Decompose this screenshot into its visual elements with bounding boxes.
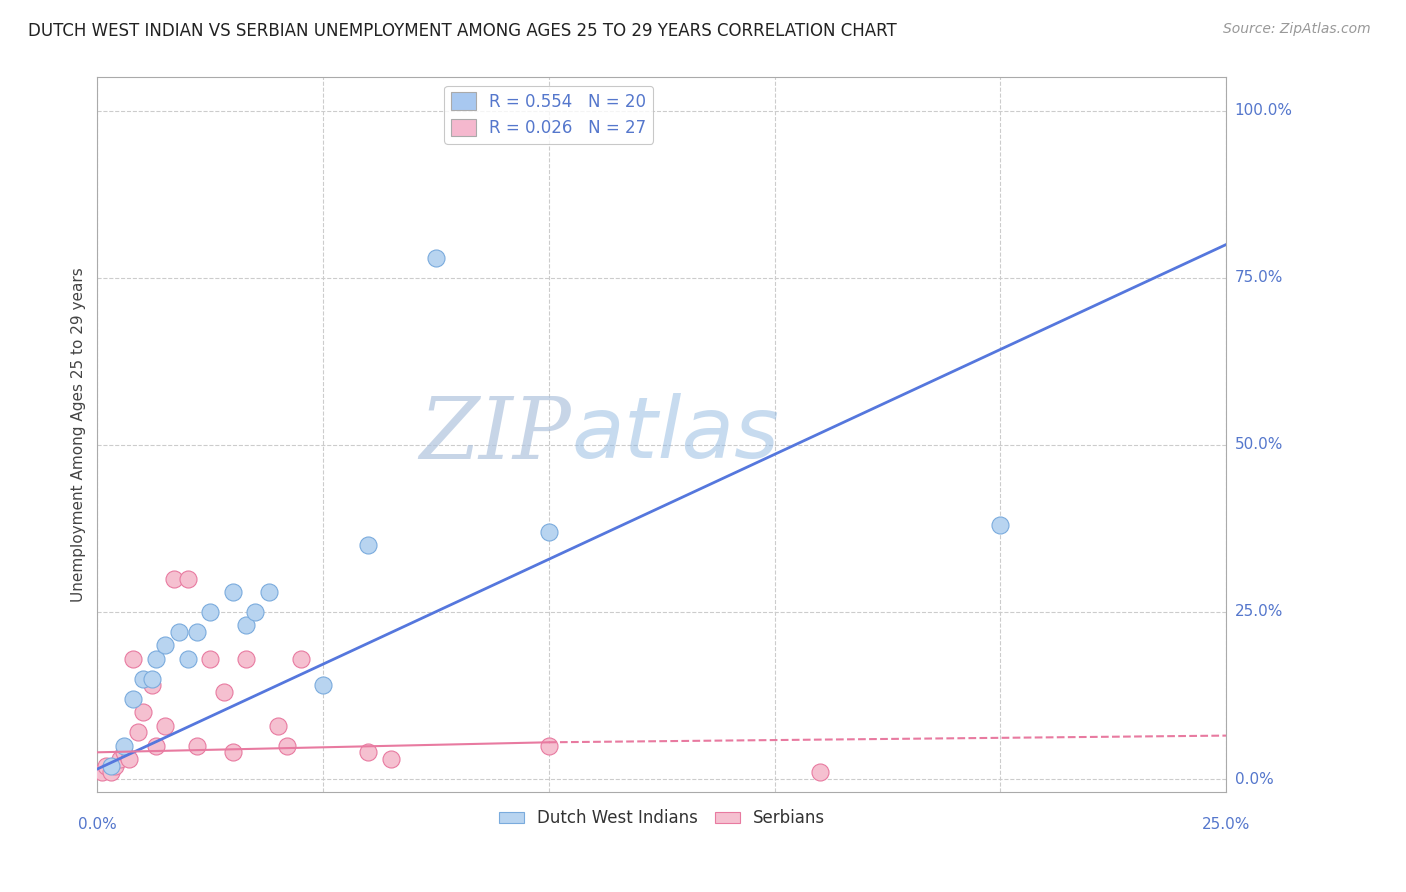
- Text: 50.0%: 50.0%: [1234, 437, 1282, 452]
- Point: [104, 758, 127, 772]
- Point: [100, 765, 122, 780]
- Text: 0.0%: 0.0%: [1234, 772, 1274, 787]
- Text: ZIP: ZIP: [419, 393, 571, 476]
- Point: [312, 678, 335, 692]
- Point: [96, 758, 118, 772]
- Point: [357, 538, 380, 552]
- Point: [153, 639, 176, 653]
- Point: [145, 652, 167, 666]
- Point: [200, 605, 222, 619]
- Point: [131, 672, 153, 686]
- Point: [122, 652, 145, 666]
- Point: [163, 572, 186, 586]
- Point: [808, 765, 831, 780]
- Point: [222, 585, 245, 599]
- Point: [200, 652, 222, 666]
- Point: [186, 739, 208, 753]
- Point: [257, 585, 280, 599]
- Point: [537, 739, 560, 753]
- Point: [141, 672, 163, 686]
- Text: atlas: atlas: [571, 393, 779, 476]
- Point: [222, 745, 245, 759]
- Point: [537, 524, 560, 539]
- Point: [235, 652, 257, 666]
- Text: 75.0%: 75.0%: [1234, 270, 1282, 285]
- Point: [276, 739, 298, 753]
- Point: [380, 752, 402, 766]
- Point: [245, 605, 267, 619]
- Point: [90, 765, 112, 780]
- Legend: Dutch West Indians, Serbians: Dutch West Indians, Serbians: [492, 803, 831, 834]
- Point: [131, 705, 153, 719]
- Y-axis label: Unemployment Among Ages 25 to 29 years: Unemployment Among Ages 25 to 29 years: [72, 268, 86, 602]
- Point: [212, 685, 235, 699]
- Point: [990, 518, 1012, 533]
- Point: [176, 652, 198, 666]
- Point: [186, 625, 208, 640]
- Point: [357, 745, 380, 759]
- Point: [100, 758, 122, 772]
- Point: [167, 625, 190, 640]
- Point: [235, 618, 257, 632]
- Point: [141, 678, 163, 692]
- Text: 100.0%: 100.0%: [1234, 103, 1292, 119]
- Point: [127, 725, 149, 739]
- Point: [118, 752, 141, 766]
- Point: [122, 691, 145, 706]
- Text: Source: ZipAtlas.com: Source: ZipAtlas.com: [1223, 22, 1371, 37]
- Text: DUTCH WEST INDIAN VS SERBIAN UNEMPLOYMENT AMONG AGES 25 TO 29 YEARS CORRELATION : DUTCH WEST INDIAN VS SERBIAN UNEMPLOYMEN…: [28, 22, 897, 40]
- Point: [267, 718, 290, 732]
- Point: [108, 752, 131, 766]
- Point: [145, 739, 167, 753]
- Text: 25.0%: 25.0%: [1234, 605, 1282, 619]
- Point: [425, 251, 447, 265]
- Point: [153, 718, 176, 732]
- Point: [114, 739, 136, 753]
- Text: 25.0%: 25.0%: [1202, 817, 1250, 832]
- Point: [176, 572, 198, 586]
- Point: [290, 652, 312, 666]
- Point: [114, 745, 136, 759]
- Text: 0.0%: 0.0%: [77, 817, 117, 832]
